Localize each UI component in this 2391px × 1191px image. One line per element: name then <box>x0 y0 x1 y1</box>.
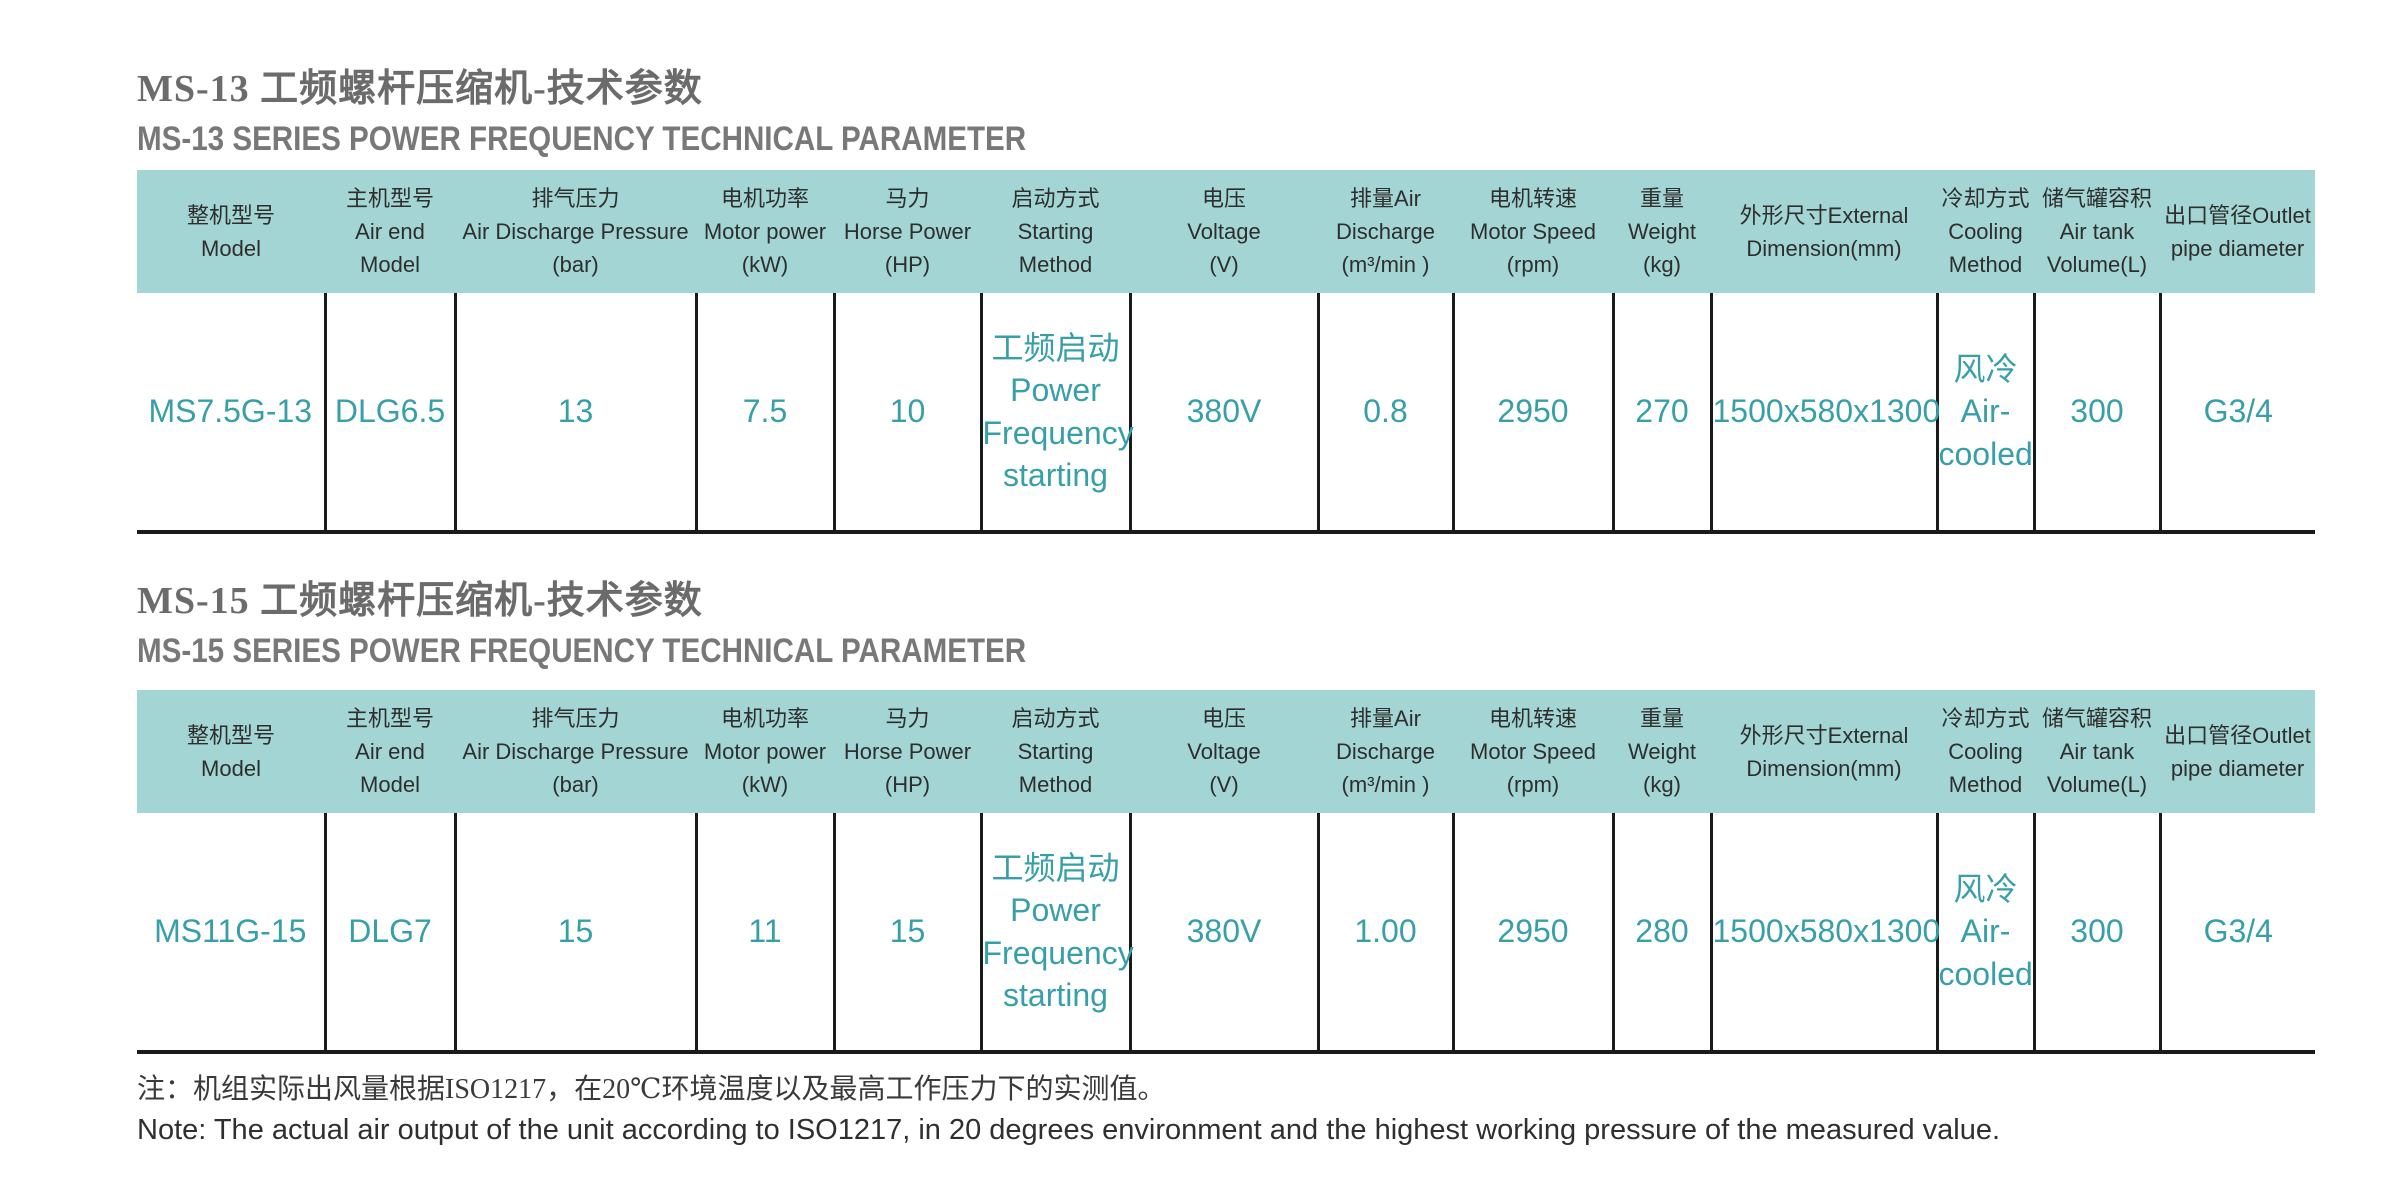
header-cell-motor-speed: 电机转速 Motor Speed (rpm) <box>1453 170 1613 293</box>
cell-outlet: G3/4 <box>2160 813 2315 1054</box>
header-cell-airtank: 储气罐容积 Air tank Volume(L) <box>2034 690 2160 813</box>
header-cell-model: 整机型号 Model <box>137 690 325 813</box>
spec-table-ms13: 整机型号 Model 主机型号 Air end Model 排气压力 Air D… <box>137 170 2315 534</box>
footnote-en: Note: The actual air output of the unit … <box>137 1114 2001 1146</box>
header-cell-motor-power: 电机功率 Motor power (kW) <box>696 170 834 293</box>
cell-cooling: 风冷 Air- cooled <box>1937 813 2036 1054</box>
footnote-zh: 注：机组实际出风量根据ISO1217，在20℃环境温度以及最高工作压力下的实测值… <box>137 1074 1166 1105</box>
table-row: MS7.5G-13 DLG6.5 13 7.5 10 工频启动 Power Fr… <box>137 293 2315 534</box>
cell-model: MS11G-15 <box>137 813 327 1054</box>
header-cell-horse-power: 马力 Horse Power (HP) <box>834 170 981 293</box>
header-cell-discharge: 排量Air Discharge (m³/min ) <box>1318 690 1453 813</box>
header-cell-horse-power: 马力 Horse Power (HP) <box>834 690 981 813</box>
header-cell-discharge: 排量Air Discharge (m³/min ) <box>1318 170 1453 293</box>
header-cell-airend: 主机型号 Air end Model <box>325 170 455 293</box>
header-cell-cooling: 冷却方式 Cooling Method <box>1937 690 2034 813</box>
cell-horse-power: 10 <box>834 293 983 534</box>
cell-horse-power: 15 <box>834 813 983 1054</box>
cell-airtank: 300 <box>2034 293 2162 534</box>
header-cell-outlet: 出口管径Outlet pipe diameter <box>2160 690 2315 813</box>
cell-discharge: 0.8 <box>1318 293 1455 534</box>
section1-title-zh: MS-13 工频螺杆压缩机-技术参数 <box>137 68 703 110</box>
header-cell-cooling: 冷却方式 Cooling Method <box>1937 170 2034 293</box>
cell-voltage: 380V <box>1130 813 1320 1054</box>
section2-title-en: MS-15 SERIES POWER FREQUENCY TECHNICAL P… <box>137 632 1027 670</box>
header-cell-airend: 主机型号 Air end Model <box>325 690 455 813</box>
header-cell-voltage: 电压 Voltage (V) <box>1130 170 1318 293</box>
cell-weight: 270 <box>1613 293 1713 534</box>
header-cell-weight: 重量 Weight (kg) <box>1613 690 1711 813</box>
header-cell-outlet: 出口管径Outlet pipe diameter <box>2160 170 2315 293</box>
cell-discharge: 1.00 <box>1318 813 1455 1054</box>
cell-weight: 280 <box>1613 813 1713 1054</box>
header-cell-motor-power: 电机功率 Motor power (kW) <box>696 690 834 813</box>
cell-airtank: 300 <box>2034 813 2162 1054</box>
header-cell-model: 整机型号 Model <box>137 170 325 293</box>
cell-cooling: 风冷 Air- cooled <box>1937 293 2036 534</box>
section1-title-en: MS-13 SERIES POWER FREQUENCY TECHNICAL P… <box>137 120 1027 158</box>
cell-pressure: 13 <box>455 293 698 534</box>
table-row: MS11G-15 DLG7 15 11 15 工频启动 Power Freque… <box>137 813 2315 1054</box>
header-cell-pressure: 排气压力 Air Discharge Pressure (bar) <box>455 170 696 293</box>
cell-dimension: 1500x580x1300 <box>1711 813 1940 1054</box>
header-cell-weight: 重量 Weight (kg) <box>1613 170 1711 293</box>
header-row: 整机型号 Model 主机型号 Air end Model 排气压力 Air D… <box>137 690 2315 813</box>
cell-motor-power: 7.5 <box>696 293 836 534</box>
cell-airend: DLG6.5 <box>325 293 457 534</box>
cell-voltage: 380V <box>1130 293 1320 534</box>
cell-pressure: 15 <box>455 813 698 1054</box>
header-row: 整机型号 Model 主机型号 Air end Model 排气压力 Air D… <box>137 170 2315 293</box>
spec-table-ms15: 整机型号 Model 主机型号 Air end Model 排气压力 Air D… <box>137 690 2315 1054</box>
header-cell-starting: 启动方式 Starting Method <box>981 690 1130 813</box>
cell-motor-power: 11 <box>696 813 836 1054</box>
header-cell-voltage: 电压 Voltage (V) <box>1130 690 1318 813</box>
cell-dimension: 1500x580x1300 <box>1711 293 1940 534</box>
header-cell-dimension: 外形尺寸External Dimension(mm) <box>1711 170 1937 293</box>
header-cell-pressure: 排气压力 Air Discharge Pressure (bar) <box>455 690 696 813</box>
header-cell-dimension: 外形尺寸External Dimension(mm) <box>1711 690 1937 813</box>
section2-title-zh: MS-15 工频螺杆压缩机-技术参数 <box>137 580 703 622</box>
cell-starting: 工频启动 Power Frequency starting <box>981 293 1134 534</box>
table-header: 整机型号 Model 主机型号 Air end Model 排气压力 Air D… <box>137 170 2315 293</box>
cell-model: MS7.5G-13 <box>137 293 327 534</box>
header-cell-starting: 启动方式 Starting Method <box>981 170 1130 293</box>
cell-outlet: G3/4 <box>2160 293 2315 534</box>
cell-motor-speed: 2950 <box>1453 813 1615 1054</box>
cell-motor-speed: 2950 <box>1453 293 1615 534</box>
header-cell-motor-speed: 电机转速 Motor Speed (rpm) <box>1453 690 1613 813</box>
header-cell-airtank: 储气罐容积 Air tank Volume(L) <box>2034 170 2160 293</box>
cell-starting: 工频启动 Power Frequency starting <box>981 813 1134 1054</box>
table-header: 整机型号 Model 主机型号 Air end Model 排气压力 Air D… <box>137 690 2315 813</box>
cell-airend: DLG7 <box>325 813 457 1054</box>
